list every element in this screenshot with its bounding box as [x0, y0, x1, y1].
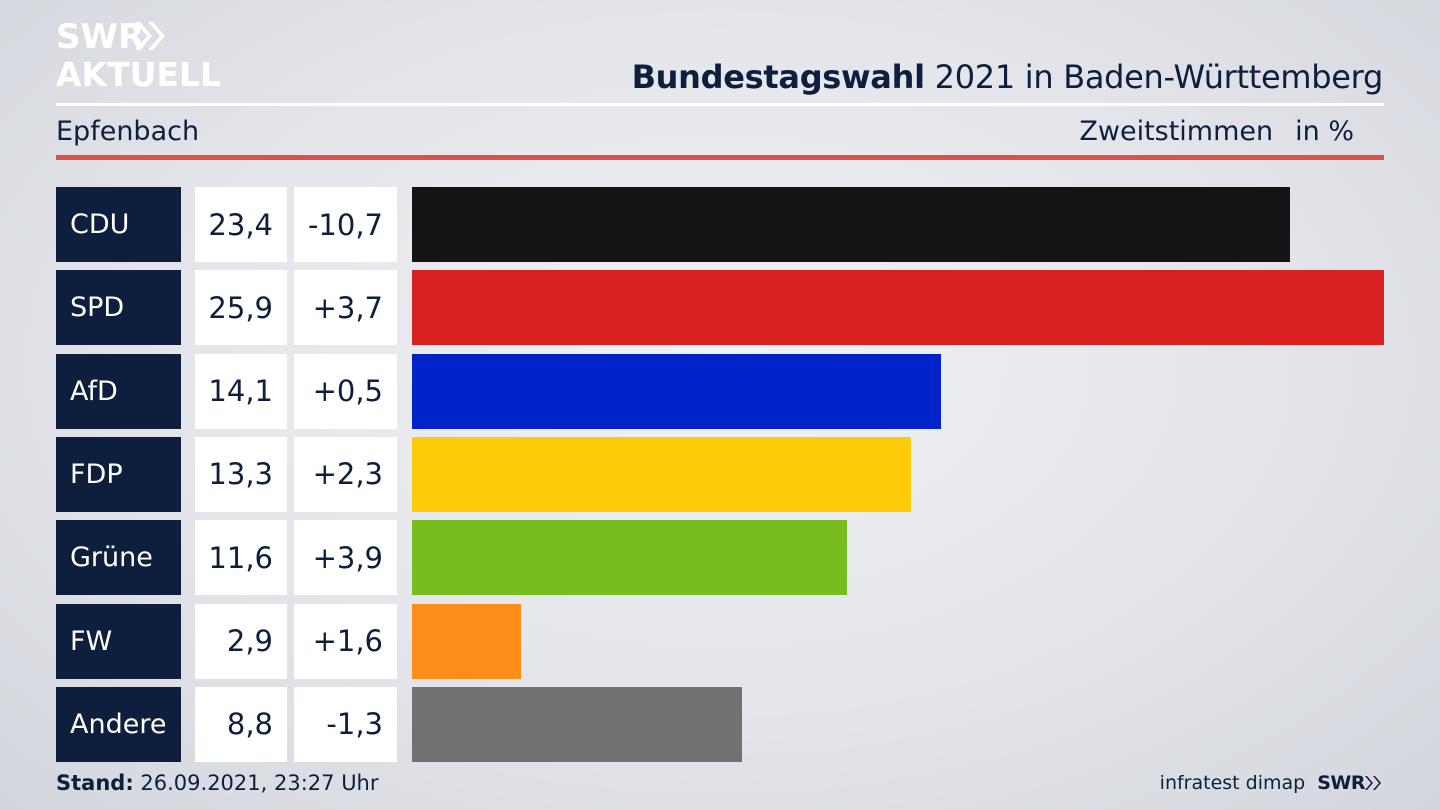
party-row: Andere 8,8 -1,3: [56, 686, 1384, 762]
party-row: Grüne 11,6 +3,9: [56, 520, 1384, 596]
swr-aktuell-logo: SWR AKTUELL: [56, 16, 226, 90]
change-label: +3,7: [294, 270, 397, 346]
change-label: +1,6: [294, 603, 397, 679]
measure-label: Zweitstimmen in %: [1079, 116, 1354, 147]
region-name: Epfenbach: [56, 116, 200, 147]
vote-share-bar: [412, 353, 941, 429]
vote-share-label: 14,1: [195, 353, 287, 429]
stand-label: Stand:: [56, 771, 134, 795]
stand-value: 26.09.2021, 23:27 Uhr: [140, 771, 379, 795]
vote-share-label: 11,6: [195, 520, 287, 596]
swr-footer-text: SWR: [1317, 772, 1365, 794]
vote-share-bar: [412, 520, 847, 596]
party-row: SPD 25,9 +3,7: [56, 270, 1384, 346]
party-row: FDP 13,3 +2,3: [56, 436, 1384, 512]
vote-share-bar: [412, 603, 521, 679]
party-row: AfD 14,1 +0,5: [56, 353, 1384, 429]
accent-divider: [56, 155, 1384, 160]
party-label: CDU: [56, 187, 181, 262]
measure-text: Zweitstimmen: [1079, 116, 1274, 147]
vote-share-label: 23,4: [195, 187, 287, 262]
vote-share-label: 13,3: [195, 436, 287, 512]
vote-share-bar: [412, 436, 911, 512]
vote-share-label: 25,9: [195, 270, 287, 346]
timestamp: Stand: 26.09.2021, 23:27 Uhr: [56, 771, 379, 795]
swr-chevrons-icon: [1365, 776, 1381, 790]
swr-logo-icon: SWR AKTUELL: [56, 17, 221, 90]
party-row: FW 2,9 +1,6: [56, 603, 1384, 679]
change-label: -10,7: [294, 187, 397, 262]
logo-line1: SWR: [56, 17, 144, 57]
chart-title: Bundestagswahl 2021 in Baden-Württemberg: [631, 58, 1384, 96]
title-bold: Bundestagswahl: [631, 58, 925, 96]
source-text: infratest dimap: [1159, 772, 1306, 794]
swr-footer-logo: SWR: [1317, 772, 1383, 794]
party-label: FW: [56, 603, 181, 679]
party-label: Andere: [56, 686, 181, 762]
logo-line2: AKTUELL: [56, 55, 221, 90]
party-label: Grüne: [56, 520, 181, 596]
vote-share-bar: [412, 270, 1384, 346]
vote-share-label: 2,9: [195, 603, 287, 679]
unit-text: in %: [1295, 116, 1354, 147]
party-label: SPD: [56, 270, 181, 346]
change-label: +3,9: [294, 520, 397, 596]
change-label: +0,5: [294, 353, 397, 429]
change-label: -1,3: [294, 686, 397, 762]
vote-share-label: 8,8: [195, 686, 287, 762]
source-credit: infratest dimap SWR: [1160, 772, 1383, 794]
header-divider: [56, 103, 1384, 106]
party-label: AfD: [56, 353, 181, 429]
party-row: CDU 23,4 -10,7: [56, 187, 1384, 262]
title-rest: 2021 in Baden-Württemberg: [934, 58, 1384, 96]
vote-share-bar: [412, 187, 1290, 262]
change-label: +2,3: [294, 436, 397, 512]
party-label: FDP: [56, 436, 181, 512]
vote-share-bar: [412, 686, 742, 762]
